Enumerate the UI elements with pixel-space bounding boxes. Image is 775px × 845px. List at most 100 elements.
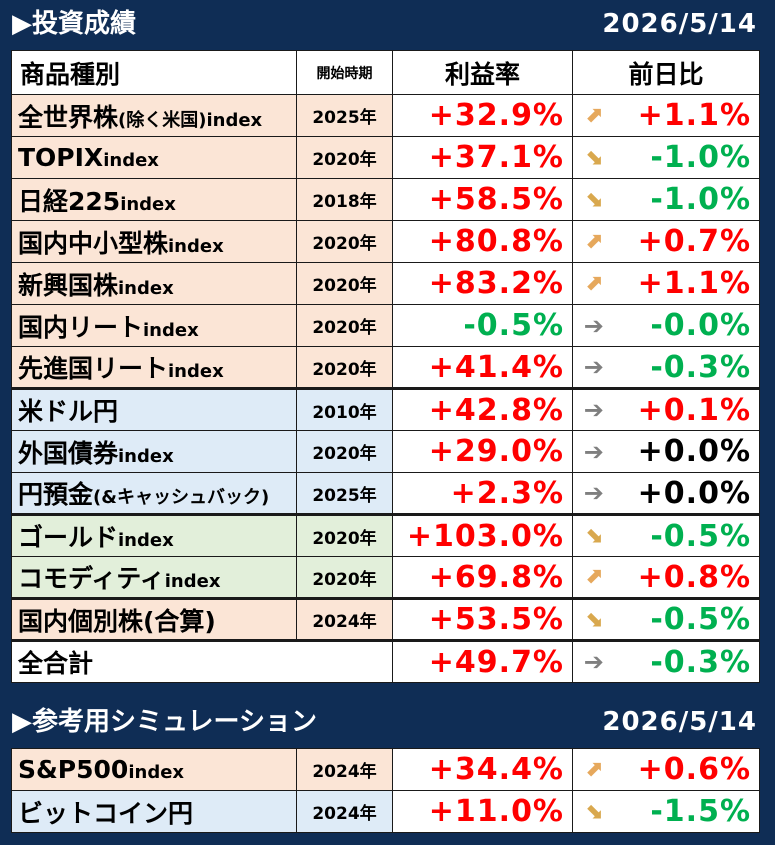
product-name-cell: 外国債券index	[11, 430, 297, 473]
profit-rate: +69.8%	[392, 556, 573, 599]
day-change: +0.0%	[614, 430, 761, 473]
product-name: 新興国株	[18, 270, 119, 300]
trend-arrow-cell: ⬈	[572, 262, 615, 305]
start-year: 2024年	[296, 597, 393, 641]
trend-arrow-cell: ➔	[572, 472, 615, 515]
table-row: 外国債券index 2020年 +29.0% ➔ +0.0%	[11, 430, 761, 473]
arrow-right-icon: ➔	[583, 479, 604, 507]
product-name: 国内個別株(合算)	[18, 606, 216, 636]
trend-arrow-cell: ⬈	[572, 556, 615, 599]
day-change: -0.0%	[614, 304, 761, 347]
arrow-right-icon: ➔	[583, 353, 604, 381]
table-row: 新興国株index 2020年 +83.2% ⬈ +1.1%	[11, 262, 761, 305]
simulation-table: S&P500index 2024年 +34.4% ⬈ +0.6% ビットコイン円 2024年…	[11, 748, 760, 833]
product-name-suffix: (&キャッシュバック)	[93, 487, 270, 508]
product-name: 国内リート	[18, 312, 144, 342]
product-name: 国内中小型株	[18, 228, 169, 258]
day-change: +0.7%	[614, 220, 761, 263]
table-row: 先進国リートindex 2020年 +41.4% ➔ -0.3%	[11, 346, 761, 389]
day-change: +1.1%	[614, 262, 761, 305]
profit-rate: +29.0%	[392, 430, 573, 473]
day-change: -1.0%	[614, 178, 761, 221]
profit-rate: -0.5%	[392, 304, 573, 347]
product-name-suffix: index	[103, 150, 159, 171]
arrow-up-right-icon: ⬈	[584, 102, 603, 128]
trend-arrow-cell: ➔	[572, 387, 615, 431]
profit-rate: +2.3%	[392, 472, 573, 515]
start-year: 2018年	[296, 178, 393, 221]
trend-arrow-cell: ⬊	[572, 790, 615, 833]
product-name: ビットコイン円	[18, 798, 194, 828]
start-year: 2024年	[296, 790, 393, 833]
header-day-change: 前日比	[571, 50, 761, 95]
arrow-down-right-icon: ⬊	[584, 186, 603, 212]
day-change: -0.3%	[614, 346, 761, 389]
main-panel-title: ▶投資成績	[12, 9, 136, 39]
investment-results-table: 商品種別 開始時期 利益率 前日比 全世界株(除く米国)index 2025年 +3…	[11, 50, 761, 683]
start-year: 2025年	[296, 472, 393, 515]
product-name: 外国債券	[18, 438, 119, 468]
day-change: -0.5%	[614, 597, 761, 641]
product-name-cell: S&P500index	[11, 748, 297, 791]
product-name-suffix: (除く米国)index	[118, 109, 263, 131]
product-name: S&P500	[18, 755, 129, 784]
arrow-right-icon: ➔	[583, 437, 604, 466]
table-row: 米ドル円 2010年 +42.8% ➔ +0.1%	[11, 387, 761, 431]
product-name-cell: 全世界株(除く米国)index	[11, 94, 297, 137]
total-profit-rate: +49.7%	[392, 639, 573, 683]
sim-panel-header: ▶参考用シミュレーション 2026/5/14	[0, 700, 775, 744]
start-year: 2020年	[296, 304, 393, 347]
start-year: 2020年	[296, 346, 393, 389]
product-name-cell: 日経225index	[11, 178, 297, 221]
product-name-suffix: index	[168, 361, 224, 382]
product-name-cell: TOPIXindex	[11, 136, 297, 179]
product-name-suffix: index	[118, 445, 174, 467]
trend-arrow-cell: ⬊	[572, 513, 615, 557]
profit-rate: +80.8%	[392, 220, 573, 263]
product-name-suffix: index	[128, 762, 185, 783]
day-change: -1.0%	[614, 136, 761, 179]
arrow-up-right-icon: ⬈	[584, 270, 603, 296]
product-name-suffix: index	[118, 530, 174, 551]
arrow-right-icon: ➔	[583, 396, 604, 424]
trend-arrow-cell: ➔	[572, 346, 615, 389]
main-panel-header: ▶投資成績 2026/5/14	[0, 2, 775, 46]
product-name-cell: 国内中小型株index	[11, 220, 297, 263]
product-name-suffix: index	[118, 277, 174, 299]
table-row: 日経225index 2018年 +58.5% ⬊ -1.0%	[11, 178, 761, 221]
table-row: 国内個別株(合算) 2024年 +53.5% ⬊ -0.5%	[11, 597, 761, 641]
day-change: +0.1%	[614, 387, 761, 431]
arrow-up-right-icon: ⬈	[584, 564, 603, 589]
arrow-down-right-icon: ⬊	[584, 798, 603, 824]
trend-arrow-cell: ⬈	[572, 748, 615, 791]
table-row: 国内リートindex 2020年 -0.5% ➔ -0.0%	[11, 304, 761, 347]
arrow-up-right-icon: ⬈	[584, 756, 603, 782]
start-year: 2024年	[296, 748, 393, 791]
start-year: 2020年	[296, 220, 393, 263]
table-row: ゴールドindex 2020年 +103.0% ⬊ -0.5%	[11, 513, 761, 557]
product-name-cell: 国内リートindex	[11, 304, 297, 347]
start-year: 2020年	[296, 430, 393, 473]
total-day-change: -0.3%	[614, 639, 761, 683]
product-name: コモディティ	[18, 564, 165, 593]
product-name-cell: ビットコイン円	[11, 790, 297, 833]
profit-rate: +58.5%	[392, 178, 573, 221]
start-year: 2010年	[296, 387, 393, 431]
start-year: 2025年	[296, 94, 393, 137]
profit-rate: +32.9%	[392, 94, 573, 137]
product-name: 米ドル円	[18, 397, 119, 426]
arrow-down-right-icon: ⬊	[584, 523, 603, 548]
day-change: +0.0%	[614, 472, 761, 515]
day-change: +0.8%	[614, 556, 761, 599]
trend-arrow-cell: ⬊	[572, 178, 615, 221]
table-row: 全世界株(除く米国)index 2025年 +32.9% ⬈ +1.1%	[11, 94, 761, 137]
arrow-right-icon: ➔	[583, 648, 604, 676]
product-name-suffix: index	[143, 319, 199, 341]
day-change: +1.1%	[614, 94, 761, 137]
trend-arrow-cell: ⬈	[572, 220, 615, 263]
table-row: TOPIXindex 2020年 +37.1% ⬊ -1.0%	[11, 136, 761, 179]
product-name-cell: 新興国株index	[11, 262, 297, 305]
product-name-cell: 円預金(&キャッシュバック)	[11, 472, 297, 515]
day-change: -0.5%	[614, 513, 761, 557]
arrow-down-right-icon: ⬊	[584, 144, 603, 170]
